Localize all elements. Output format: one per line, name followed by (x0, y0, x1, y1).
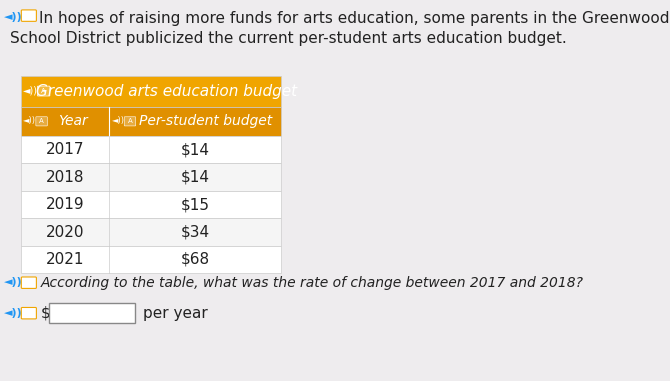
FancyBboxPatch shape (38, 86, 50, 96)
FancyBboxPatch shape (50, 303, 135, 323)
Text: A: A (25, 278, 32, 287)
Text: A: A (40, 118, 44, 124)
Text: 2020: 2020 (46, 224, 84, 240)
Text: A: A (25, 11, 32, 20)
Text: 2018: 2018 (46, 170, 84, 185)
FancyBboxPatch shape (21, 76, 281, 107)
FancyBboxPatch shape (21, 277, 36, 288)
FancyBboxPatch shape (124, 117, 135, 126)
Text: Per-student budget: Per-student budget (139, 114, 272, 128)
Text: School District publicized the current per-student arts education budget.: School District publicized the current p… (11, 31, 567, 46)
FancyBboxPatch shape (21, 136, 281, 163)
Text: $34: $34 (180, 224, 210, 240)
Text: ◄)): ◄)) (4, 277, 23, 287)
Text: 2021: 2021 (46, 252, 84, 267)
Text: According to the table, what was the rate of change between 2017 and 2018?: According to the table, what was the rat… (41, 276, 584, 290)
FancyBboxPatch shape (21, 163, 281, 191)
Text: A: A (127, 118, 133, 124)
Text: $68: $68 (180, 252, 210, 267)
FancyBboxPatch shape (21, 107, 281, 136)
Text: ◄)): ◄)) (23, 116, 36, 125)
Text: $: $ (41, 306, 50, 321)
Text: ◄)): ◄)) (4, 308, 23, 318)
Text: A: A (42, 88, 46, 94)
Text: Year: Year (58, 114, 88, 128)
Text: ◄)): ◄)) (112, 116, 125, 125)
FancyBboxPatch shape (21, 191, 281, 218)
Text: A: A (25, 309, 32, 318)
Text: $15: $15 (180, 197, 210, 212)
Text: In hopes of raising more funds for arts education, some parents in the Greenwood: In hopes of raising more funds for arts … (39, 11, 669, 26)
Text: Greenwood arts education budget: Greenwood arts education budget (36, 83, 297, 99)
FancyBboxPatch shape (21, 10, 36, 21)
Text: ◄)): ◄)) (4, 12, 23, 22)
FancyBboxPatch shape (21, 218, 281, 246)
Text: $14: $14 (180, 170, 210, 185)
Text: 2017: 2017 (46, 142, 84, 157)
Text: ◄)): ◄)) (23, 85, 38, 95)
FancyBboxPatch shape (21, 307, 36, 319)
FancyBboxPatch shape (36, 117, 48, 126)
Text: per year: per year (143, 306, 208, 321)
FancyBboxPatch shape (21, 246, 281, 273)
Text: $14: $14 (180, 142, 210, 157)
Text: 2019: 2019 (46, 197, 84, 212)
